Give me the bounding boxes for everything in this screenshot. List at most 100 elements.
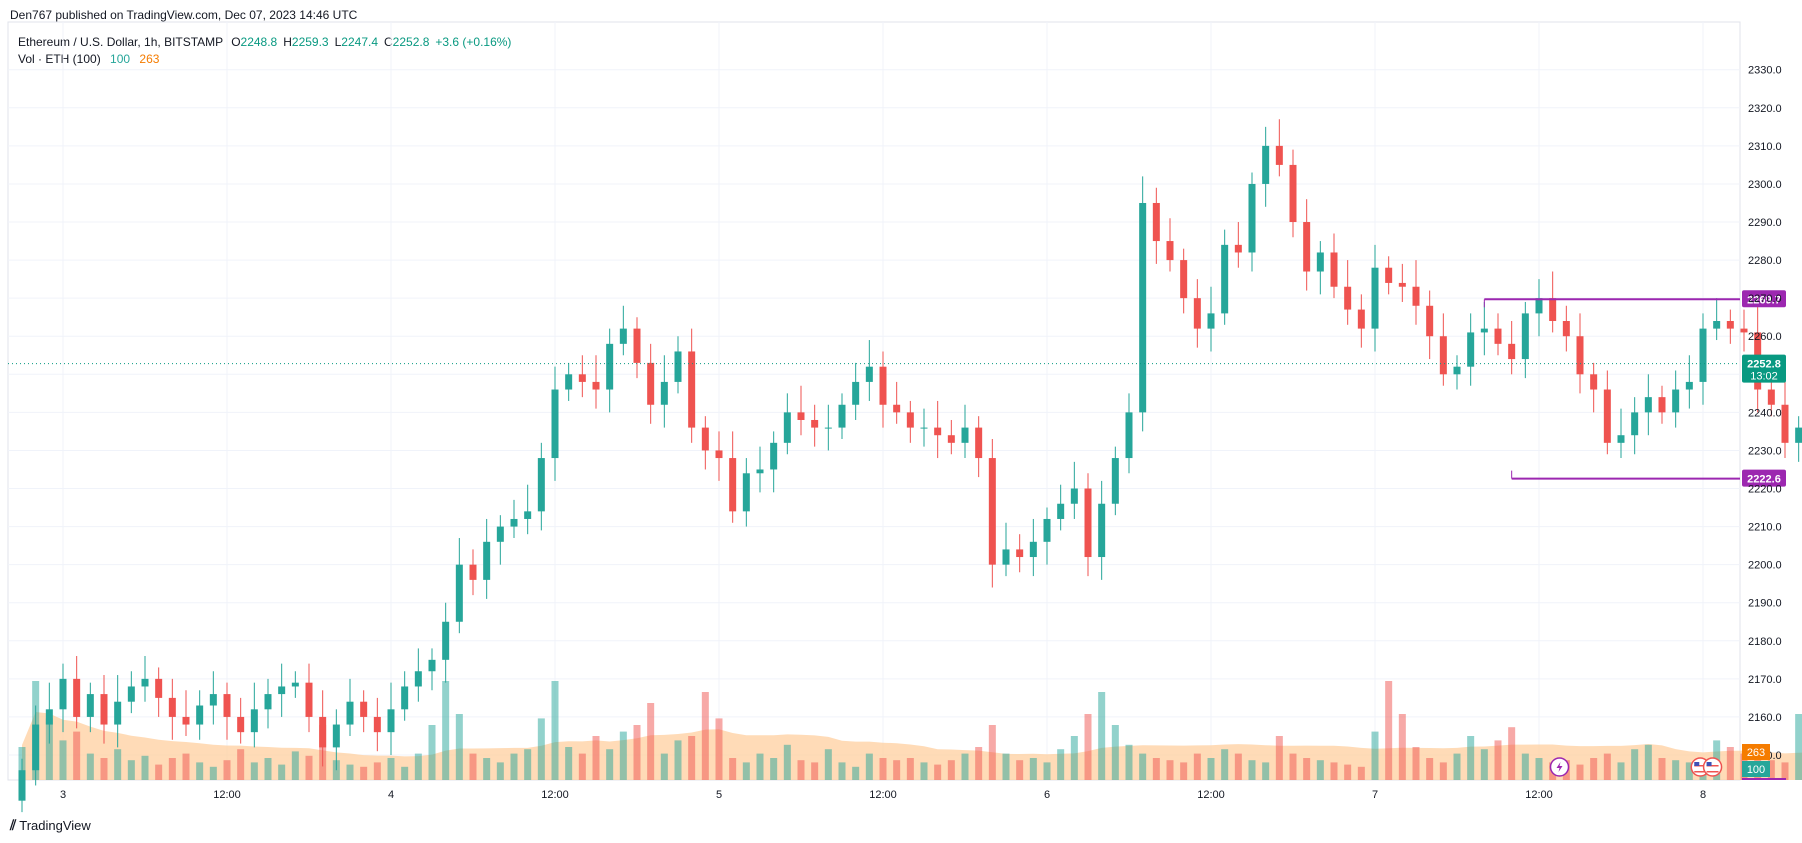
volume-bar (59, 740, 67, 780)
candle-body (1521, 313, 1529, 360)
volume-bar (824, 749, 832, 780)
volume-legend[interactable]: Vol · ETH (100) 100 263 (18, 52, 159, 66)
volume-bar (483, 758, 491, 780)
candle-body (879, 366, 887, 405)
volume-bar (1412, 747, 1420, 780)
volume-bar (633, 725, 641, 780)
level-badge (1742, 290, 1786, 308)
lightning-icon (1556, 762, 1563, 772)
candle-body (633, 328, 641, 363)
flag-stripe (1694, 771, 1707, 773)
candle-body (155, 678, 163, 698)
candle-body (1603, 389, 1611, 443)
candle-body (1070, 488, 1078, 504)
volume-bar (1398, 714, 1406, 780)
volume-bar (1467, 736, 1475, 780)
y-tick-label: 2280.0 (1748, 255, 1782, 267)
candle-body (32, 724, 40, 771)
us-flag-icon (1702, 757, 1723, 777)
candle-body (1644, 397, 1652, 413)
x-tick-label: 12:00 (869, 789, 897, 801)
published-by-line: Den767 published on TradingView.com, Dec… (10, 8, 358, 22)
volume-bar (1289, 753, 1297, 780)
candle-body (223, 694, 231, 717)
candle-body (1125, 412, 1133, 459)
y-tick-label: 2310.0 (1748, 141, 1782, 153)
candle-body (1767, 389, 1775, 405)
volume-bar (1371, 731, 1379, 780)
candle-body (1016, 549, 1024, 558)
close-value: 2252.8 (392, 35, 430, 49)
volume-bar (1016, 760, 1024, 780)
candle-body (524, 511, 532, 519)
volume-bar (168, 758, 176, 780)
volume-bar (838, 762, 846, 780)
candle-body (1453, 366, 1461, 375)
volume-bar (934, 764, 942, 780)
candle-body (319, 716, 327, 748)
last-price-label: 2252.8 (1747, 359, 1781, 371)
candle-body (510, 518, 518, 527)
candle-body (1207, 313, 1215, 329)
volume-badge-label: 263 (1747, 747, 1765, 759)
volume-bar (1480, 749, 1488, 780)
volume-bar (1494, 740, 1502, 780)
volume-bar (797, 760, 805, 780)
y-tick-label: 2210.0 (1748, 522, 1782, 534)
volume-bar (387, 758, 395, 780)
candle-body (1508, 343, 1516, 360)
symbol-label[interactable]: Ethereum / U.S. Dollar, 1h, BITSTAMP (18, 35, 224, 49)
candle-body (496, 526, 504, 542)
volume-bar (1521, 753, 1529, 780)
tradingview-logo-icon: ⫽ (10, 817, 16, 833)
volume-bar (688, 736, 696, 780)
change-value: +3.6 (+0.16%) (435, 35, 512, 49)
volume-label[interactable]: Vol · ETH (100) (18, 52, 101, 66)
volume-bar (961, 753, 969, 780)
volume-bar (715, 718, 723, 780)
symbol-legend[interactable]: Ethereum / U.S. Dollar, 1h, BITSTAMP O 2… (18, 35, 517, 49)
volume-bar (45, 718, 53, 780)
volume-bar (1303, 758, 1311, 780)
tradingview-logo[interactable]: ⫽ TradingView (10, 817, 91, 834)
volume-bar (1617, 762, 1625, 780)
volume-bar (1084, 714, 1092, 780)
candle-body (811, 419, 819, 428)
y-tick-label: 2300.0 (1748, 179, 1782, 191)
candle-body (1439, 336, 1447, 375)
candle-body (1166, 241, 1174, 261)
candle-body (18, 770, 26, 801)
candle-body (1303, 222, 1311, 272)
volume-ma-area (22, 712, 1802, 780)
candle-body (537, 458, 545, 512)
y-tick-label: 2240.0 (1748, 407, 1782, 419)
volume-bar (865, 753, 873, 780)
volume-bar (1535, 758, 1543, 780)
volume-bar (510, 753, 518, 780)
candle-body (346, 701, 354, 725)
y-tick-label: 2260.0 (1748, 331, 1782, 343)
volume-bar (852, 766, 860, 780)
volume-bar (1426, 758, 1434, 780)
volume-bar (578, 753, 586, 780)
y-tick-label: 2200.0 (1748, 560, 1782, 572)
flag-stripe (1706, 762, 1719, 764)
candle-body (1248, 183, 1256, 253)
candle-body (1699, 328, 1707, 382)
x-tick-label: 3 (60, 789, 66, 801)
candle-body (114, 701, 122, 725)
volume-bar (1125, 744, 1133, 780)
volume-bar (1193, 753, 1201, 780)
low-key: L (334, 35, 342, 49)
candle-body (578, 374, 586, 382)
volume-bar (660, 753, 668, 780)
flag-stripe (1694, 768, 1707, 770)
candle-body (1412, 286, 1420, 306)
candle-body (797, 412, 805, 420)
volume-bar (1248, 760, 1256, 780)
y-tick-label: 2290.0 (1748, 217, 1782, 229)
candle-body (469, 564, 477, 580)
high-key: H (283, 35, 292, 49)
x-tick-label: 7 (1372, 789, 1378, 801)
